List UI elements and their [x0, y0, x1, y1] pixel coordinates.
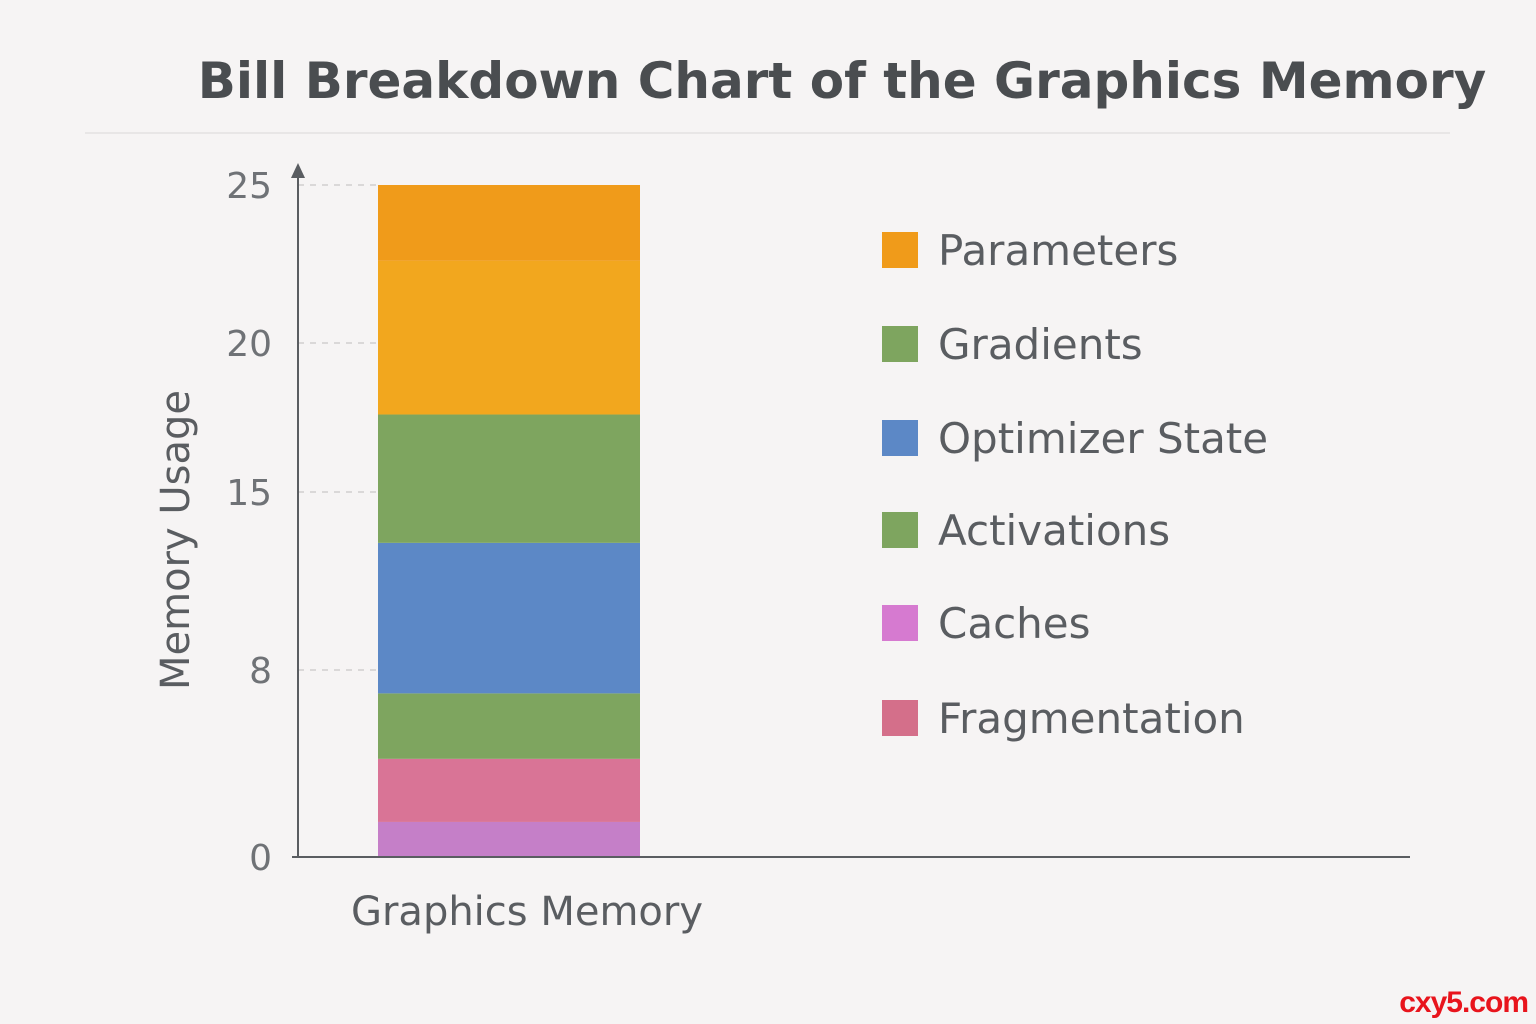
y-tick-label: 25: [226, 166, 272, 207]
x-category-label: Graphics Memory: [351, 889, 703, 935]
y-axis-arrow-icon: [291, 163, 305, 178]
bar-segment-optimizer-state: [378, 542, 640, 694]
legend-label-optimizer-state: Optimizer State: [938, 414, 1268, 463]
y-axis-label: Memory Usage: [153, 390, 199, 690]
legend-swatch-parameters: [882, 232, 918, 268]
bar-segment-parameters: [378, 185, 640, 261]
y-tick-label: 0: [249, 838, 272, 879]
legend-label-fragmentation: Fragmentation: [938, 694, 1245, 743]
legend-swatch-fragmentation: [882, 700, 918, 736]
y-tick-label: 8: [249, 651, 272, 692]
bar-segment-activations: [378, 693, 640, 759]
bar-segment-caches: [378, 821, 640, 857]
legend-swatch-caches: [882, 605, 918, 641]
legend-swatch-activations: [882, 512, 918, 548]
y-tick-label: 20: [226, 324, 272, 365]
legend-label-gradients: Gradients: [938, 320, 1143, 369]
watermark: cxy5.com: [1399, 986, 1529, 1019]
bar-segment-gradients: [378, 414, 640, 543]
y-tick-label: 15: [226, 473, 272, 514]
chart-title: Bill Breakdown Chart of the Graphics Mem…: [198, 52, 1486, 110]
legend-label-activations: Activations: [938, 506, 1170, 555]
bar-segment-fragmentation: [378, 758, 640, 822]
legend-label-caches: Caches: [938, 599, 1091, 648]
bar-segment-parameters: [378, 260, 640, 415]
legend-label-parameters: Parameters: [938, 226, 1178, 275]
legend-swatch-optimizer-state: [882, 420, 918, 456]
legend-swatch-gradients: [882, 326, 918, 362]
